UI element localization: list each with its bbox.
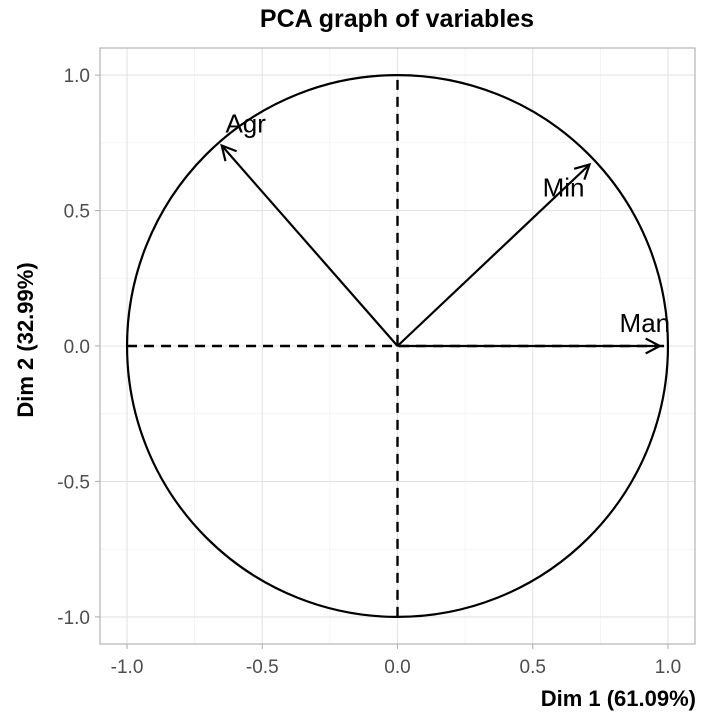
variable-label: Agr bbox=[225, 109, 266, 139]
plot-area: Agr Min Man bbox=[125, 73, 671, 619]
y-tick-label: 0.5 bbox=[64, 202, 90, 223]
arrow-shaft bbox=[220, 144, 399, 347]
x-tick-label: -1.0 bbox=[111, 657, 144, 678]
variable-label: Man bbox=[620, 308, 671, 338]
y-tick-label: -0.5 bbox=[57, 472, 90, 493]
arrow-shaft bbox=[396, 163, 591, 347]
variable-arrow-min: Min bbox=[396, 162, 592, 347]
x-tick-label: -0.5 bbox=[246, 657, 279, 678]
x-tick-label: 0.5 bbox=[520, 657, 546, 678]
axis-ticks: -1.0 -0.5 0.0 0.5 1.0 -1.0 -0.5 0.0 0.5 1.0 bbox=[57, 66, 681, 678]
arrow-head bbox=[220, 143, 238, 162]
chart-title: PCA graph of variables bbox=[260, 5, 534, 33]
variable-arrow-agr: Agr bbox=[220, 109, 399, 347]
y-axis-title: Dim 2 (32.99%) bbox=[13, 262, 38, 417]
arrow-head bbox=[645, 337, 663, 355]
x-axis-title: Dim 1 (61.09%) bbox=[541, 686, 696, 711]
x-tick-label: 0.0 bbox=[384, 657, 410, 678]
y-tick-label: -1.0 bbox=[57, 608, 90, 629]
y-tick-label: 1.0 bbox=[64, 66, 90, 87]
variable-arrow-man: Man bbox=[397, 308, 671, 355]
x-tick-label: 1.0 bbox=[655, 657, 681, 678]
arrow-head bbox=[573, 162, 592, 180]
variable-label: Min bbox=[543, 172, 585, 202]
y-tick-label: 0.0 bbox=[64, 337, 90, 358]
